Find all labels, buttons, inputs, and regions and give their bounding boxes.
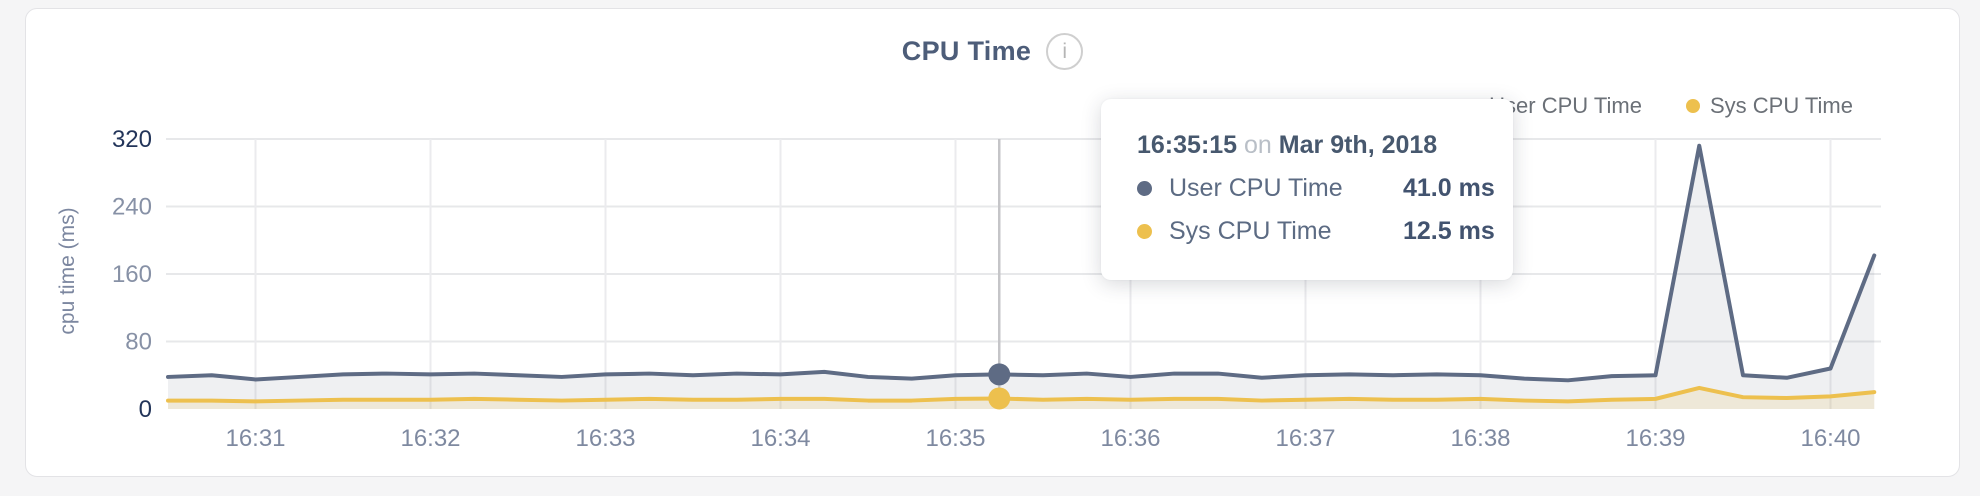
chart-title: CPU Time <box>901 36 1032 66</box>
svg-text:16:38: 16:38 <box>1450 425 1510 452</box>
tooltip-conjunction: on <box>1244 131 1272 159</box>
cpu-time-area-chart[interactable]: 0 80 160 240 320 16:31 16:32 16:33 16:34 16:35 16:… <box>26 9 1961 478</box>
tooltip-value-sys: 12.5 ms <box>1403 217 1495 245</box>
tooltip-dot-user-icon <box>1137 181 1152 196</box>
info-icon[interactable]: i <box>1046 33 1084 70</box>
svg-text:16:31: 16:31 <box>225 425 285 452</box>
legend-item-sys-cpu-time[interactable]: Sys CPU Time <box>1685 93 1853 119</box>
chart-header: CPU Time i <box>26 33 1959 70</box>
tooltip-header: 16:35:15 on Mar 9th, 2018 <box>1137 131 1479 160</box>
svg-text:320: 320 <box>112 126 152 153</box>
svg-text:16:33: 16:33 <box>575 425 635 452</box>
svg-text:16:37: 16:37 <box>1275 425 1335 452</box>
svg-text:16:32: 16:32 <box>400 425 460 452</box>
svg-text:16:40: 16:40 <box>1800 425 1860 452</box>
tooltip-dot-sys-icon <box>1137 224 1152 239</box>
tooltip-date: Mar 9th, 2018 <box>1278 131 1438 159</box>
tooltip-time: 16:35:15 <box>1137 131 1238 159</box>
chart-tooltip: 16:35:15 on Mar 9th, 2018 User CPU Time … <box>1101 99 1513 280</box>
tooltip-label-user: User CPU Time <box>1169 174 1343 202</box>
svg-text:16:36: 16:36 <box>1100 425 1160 452</box>
svg-text:16:39: 16:39 <box>1625 425 1685 452</box>
tooltip-value-user: 41.0 ms <box>1403 174 1495 202</box>
tooltip-label-sys: Sys CPU Time <box>1169 217 1332 245</box>
svg-text:80: 80 <box>125 329 152 356</box>
legend-label-sys: Sys CPU Time <box>1709 93 1853 118</box>
svg-text:0: 0 <box>139 396 152 423</box>
svg-text:cpu time (ms): cpu time (ms) <box>56 207 79 334</box>
svg-text:160: 160 <box>112 261 152 288</box>
legend-dot-sys-icon <box>1685 99 1700 113</box>
tooltip-row-user: User CPU Time 41.0 ms <box>1137 174 1495 203</box>
tooltip-row-sys: Sys CPU Time 12.5 ms <box>1137 217 1495 246</box>
svg-text:16:35: 16:35 <box>925 425 985 452</box>
svg-text:16:34: 16:34 <box>750 425 810 452</box>
cpu-time-chart-card: CPU Time i User CPU Time Sys CPU Time 0 8… <box>25 8 1960 477</box>
chart-legend: User CPU Time Sys CPU Time <box>1465 93 1853 119</box>
svg-text:240: 240 <box>112 194 152 221</box>
legend-label-user: User CPU Time <box>1489 93 1642 118</box>
